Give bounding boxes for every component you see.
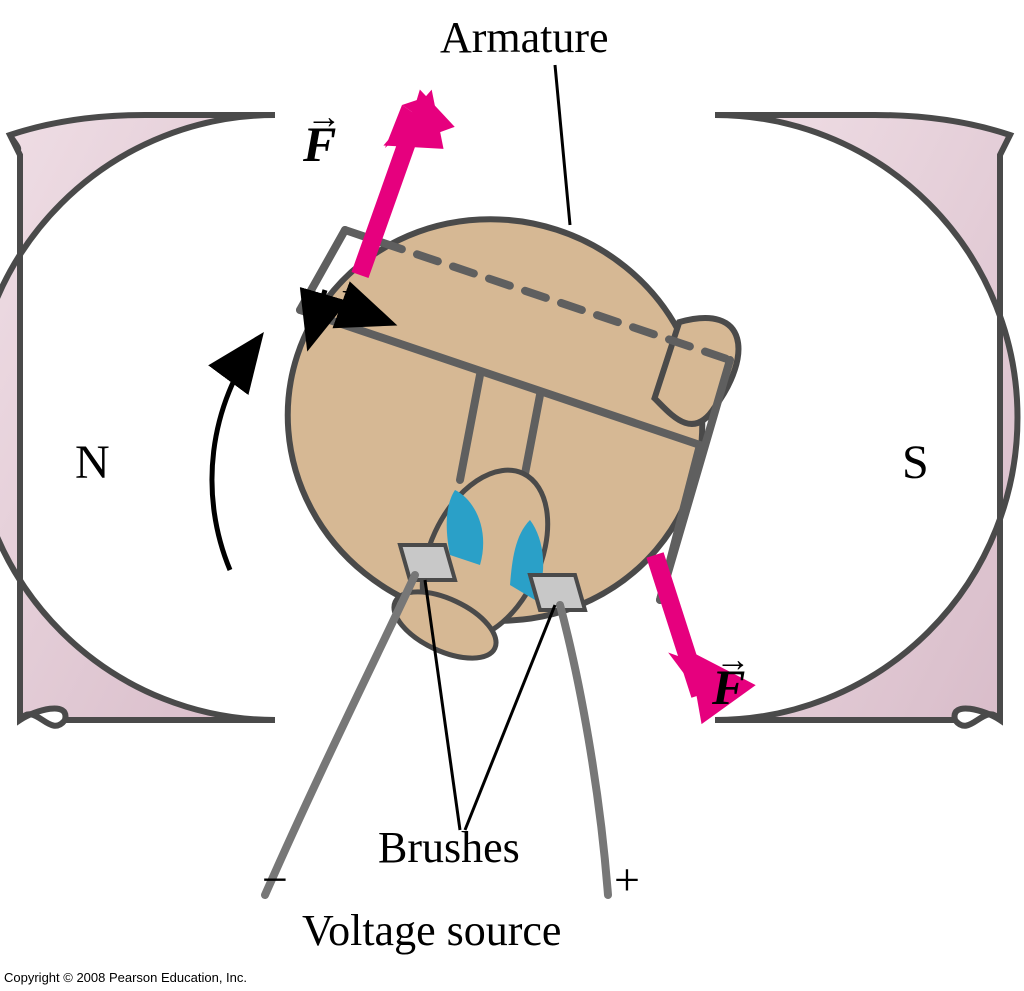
force-label-top: F — [303, 115, 336, 173]
copyright-text: Copyright © 2008 Pearson Education, Inc. — [4, 970, 247, 985]
brush-left — [400, 545, 455, 580]
north-magnet — [0, 115, 275, 720]
force-label-bottom: F — [712, 658, 745, 716]
south-label: S — [902, 435, 929, 490]
north-magnet-edge — [20, 714, 65, 726]
brushes-label: Brushes — [378, 822, 520, 873]
plus-label: + — [614, 853, 640, 906]
wire-positive — [560, 605, 608, 895]
dc-motor-diagram: Armature F F I N S Brushes Voltage sourc… — [0, 0, 1024, 991]
armature-leader — [555, 65, 570, 225]
rotation-arrow — [212, 340, 258, 570]
south-magnet-edge — [955, 714, 1000, 726]
south-magnet — [715, 115, 1017, 720]
armature-label: Armature — [440, 12, 609, 63]
minus-label: − — [262, 853, 288, 906]
north-label: N — [75, 435, 110, 490]
current-label: I — [338, 280, 353, 331]
voltage-label: Voltage source — [302, 905, 561, 956]
